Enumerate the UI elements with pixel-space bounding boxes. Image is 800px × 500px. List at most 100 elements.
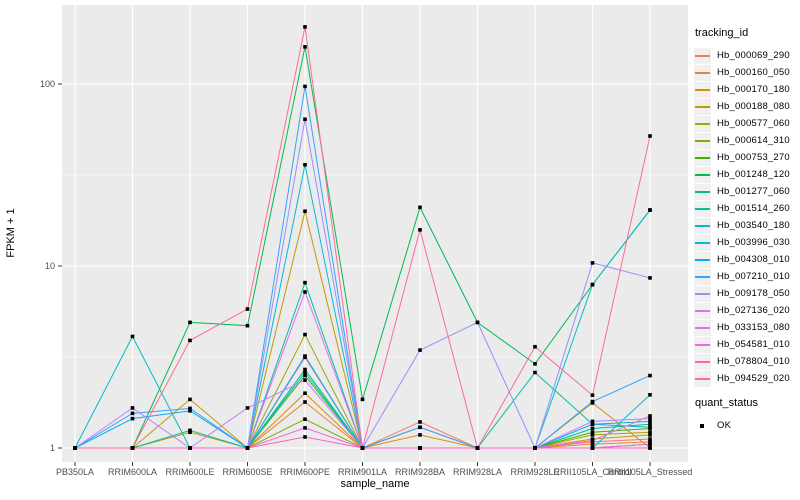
data-point bbox=[303, 280, 307, 285]
legend-item: Hb_000069_290 bbox=[694, 47, 800, 64]
legend-item-label: Hb_054581_010 bbox=[717, 339, 790, 350]
legend-item-label: Hb_001248_120 bbox=[717, 169, 790, 180]
legend-item-label: Hb_027136_020 bbox=[717, 305, 790, 316]
data-point bbox=[648, 393, 652, 397]
legend-item: Hb_007210_010 bbox=[694, 268, 800, 285]
legend-title-quant-status: quant_status bbox=[695, 397, 758, 409]
data-point bbox=[130, 411, 135, 416]
legend-key bbox=[694, 217, 711, 234]
data-point bbox=[475, 446, 480, 450]
data-point bbox=[303, 84, 307, 89]
data-point bbox=[188, 446, 192, 450]
legend-key-line-icon bbox=[695, 139, 710, 142]
data-point bbox=[303, 426, 307, 430]
data-point bbox=[303, 370, 307, 375]
data-point bbox=[648, 422, 652, 427]
data-point bbox=[648, 437, 652, 441]
x-tick-label: RRIM901LA bbox=[338, 467, 387, 477]
legend-key-line-icon bbox=[695, 241, 710, 244]
legend-key-line-icon bbox=[695, 275, 710, 278]
legend-item: Hb_078804_010 bbox=[694, 353, 800, 370]
legend-item: Hb_000170_180 bbox=[694, 81, 800, 98]
legend-item-label: Hb_000069_290 bbox=[717, 50, 790, 61]
legend-item: Hb_003540_180 bbox=[694, 217, 800, 234]
legend-key bbox=[694, 353, 711, 370]
x-tick-label: RRII105LA_Control bbox=[553, 467, 631, 477]
legend-item: Hb_000753_270 bbox=[694, 149, 800, 166]
legend-key bbox=[694, 81, 711, 98]
legend-key-line-icon bbox=[695, 207, 710, 210]
data-point bbox=[533, 370, 537, 375]
data-point bbox=[303, 435, 307, 439]
data-point bbox=[648, 373, 652, 378]
legend-key bbox=[694, 302, 711, 319]
legend-item-label: Hb_033153_080 bbox=[717, 322, 790, 333]
legend-key-line-icon bbox=[695, 122, 710, 125]
legend-key-line-icon bbox=[695, 360, 710, 363]
legend-ok-label: OK bbox=[717, 420, 732, 431]
y-tick-label: 10 bbox=[45, 261, 55, 271]
legend-key bbox=[694, 251, 711, 268]
data-point bbox=[130, 406, 135, 410]
legend-item: Hb_000577_060 bbox=[694, 115, 800, 132]
x-tick-label: RRII105LA_Stressed bbox=[608, 467, 693, 477]
legend-key-line-icon bbox=[695, 258, 710, 261]
x-tick-label: RRIM600PE bbox=[280, 467, 330, 477]
legend-item: Hb_094529_020 bbox=[694, 370, 800, 387]
x-tick-label: RRIM928LA bbox=[453, 467, 502, 477]
data-point bbox=[418, 348, 422, 352]
data-point bbox=[533, 344, 537, 349]
data-point bbox=[303, 162, 307, 167]
data-point bbox=[303, 290, 307, 294]
data-point bbox=[648, 419, 652, 424]
legend-item-label: Hb_000170_180 bbox=[717, 84, 790, 95]
data-point bbox=[590, 426, 595, 431]
legend-key-line-icon bbox=[695, 377, 710, 380]
legend-item: Hb_000614_310 bbox=[694, 132, 800, 149]
data-point bbox=[648, 440, 652, 444]
x-tick-label: RRIM928BA bbox=[395, 467, 445, 477]
data-point bbox=[303, 209, 307, 214]
y-tick-label: 100 bbox=[40, 79, 55, 89]
legend-key bbox=[694, 64, 711, 81]
data-point bbox=[533, 362, 537, 366]
data-point bbox=[303, 373, 307, 378]
legend-key-line-icon bbox=[695, 156, 710, 159]
data-point bbox=[648, 425, 652, 430]
legend-key bbox=[694, 98, 711, 115]
data-point bbox=[590, 430, 595, 435]
data-point bbox=[418, 433, 422, 437]
legend-item: Hb_004308_010 bbox=[694, 251, 800, 268]
legend-key-line-icon bbox=[695, 224, 710, 227]
x-axis-title: sample_name bbox=[340, 478, 409, 490]
data-point bbox=[303, 378, 307, 382]
data-point bbox=[648, 430, 652, 435]
legend-key bbox=[694, 285, 711, 302]
data-point bbox=[648, 433, 652, 437]
data-point bbox=[648, 414, 652, 418]
legend-item-ok: OK bbox=[694, 417, 800, 434]
legend-item-label: Hb_009178_050 bbox=[717, 288, 790, 299]
legend-key-line-icon bbox=[695, 343, 710, 346]
data-point bbox=[188, 406, 192, 411]
legend-key-line-icon bbox=[695, 190, 710, 193]
data-point bbox=[590, 282, 595, 287]
data-point bbox=[590, 399, 595, 404]
data-point bbox=[245, 307, 250, 311]
legend-item-label: Hb_000160_050 bbox=[717, 67, 790, 78]
x-tick-label: RRIM600SE bbox=[222, 467, 272, 477]
legend-item-label: Hb_000577_060 bbox=[717, 118, 790, 129]
legend-title-tracking-id: tracking_id bbox=[695, 27, 749, 39]
x-tick-label: PB350LA bbox=[56, 467, 94, 477]
data-point bbox=[188, 428, 192, 433]
data-point bbox=[360, 397, 365, 402]
legend-key-line-icon bbox=[695, 292, 710, 295]
legend-key bbox=[694, 336, 711, 353]
legend-key bbox=[694, 149, 711, 166]
x-tick-label: RRIM600LE bbox=[165, 467, 214, 477]
data-point bbox=[303, 45, 307, 49]
data-point bbox=[188, 320, 192, 325]
data-point bbox=[303, 25, 307, 29]
legend-key bbox=[694, 132, 711, 149]
